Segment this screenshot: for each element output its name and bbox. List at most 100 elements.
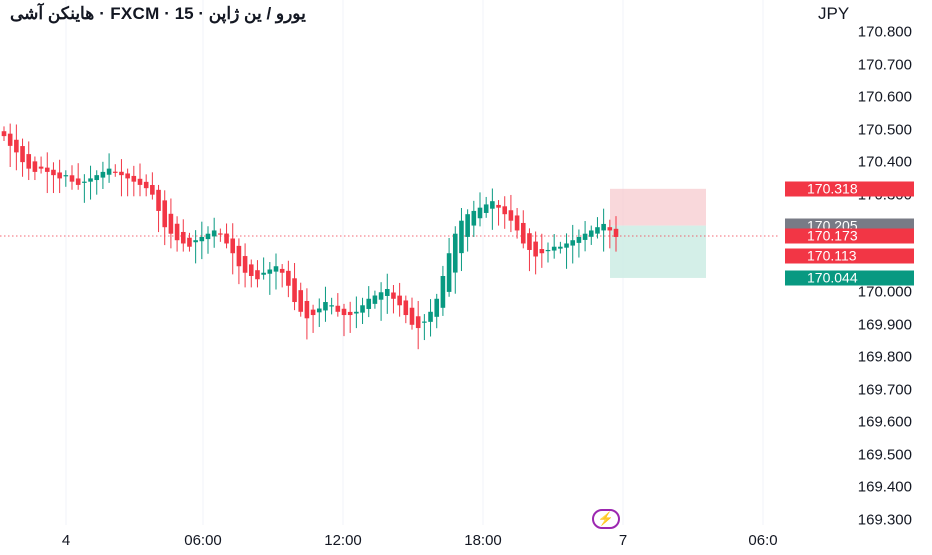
price-axis-label: 170.000 bbox=[857, 283, 912, 301]
candle-body bbox=[304, 300, 310, 319]
candle-body bbox=[14, 139, 19, 153]
take-profit-zone bbox=[610, 225, 706, 278]
candle-body bbox=[558, 246, 563, 249]
candle-body bbox=[391, 292, 396, 299]
candle-body bbox=[88, 178, 93, 182]
lightning-icon[interactable]: ⚡ bbox=[592, 509, 620, 529]
candle-body bbox=[428, 311, 433, 322]
candle-body bbox=[298, 290, 304, 312]
candle-body bbox=[218, 233, 223, 235]
candle-body bbox=[354, 311, 359, 314]
candle-body bbox=[119, 171, 124, 176]
candle-body bbox=[415, 316, 421, 329]
candle-body bbox=[465, 214, 470, 237]
candle-body bbox=[440, 276, 446, 308]
candle-body bbox=[94, 175, 100, 181]
time-axis-label: 7 bbox=[618, 532, 628, 549]
candle-body bbox=[279, 268, 285, 273]
candle-body bbox=[242, 256, 248, 273]
price-axis-label: 170.600 bbox=[857, 88, 912, 106]
candle-body bbox=[75, 178, 81, 185]
candle-body bbox=[57, 172, 62, 179]
candle-body bbox=[248, 264, 254, 276]
price-axis-label: 170.400 bbox=[857, 153, 912, 171]
candle-body bbox=[236, 245, 242, 267]
candle-body bbox=[477, 207, 483, 219]
candle-body bbox=[286, 270, 291, 286]
chart-title: یورو / ین ژاپن · 15 · FXCM · هاینکن آشی bbox=[10, 4, 306, 23]
candle-body bbox=[360, 305, 365, 313]
candle-body bbox=[193, 240, 198, 243]
candle-body bbox=[409, 307, 415, 325]
candle-body bbox=[230, 238, 236, 254]
candle-body bbox=[316, 308, 322, 313]
candle-body bbox=[51, 169, 56, 176]
price-axis-label: 170.500 bbox=[857, 121, 912, 139]
candle-body bbox=[292, 278, 297, 303]
candle-body bbox=[422, 321, 427, 323]
candle-body bbox=[125, 173, 130, 179]
candle-body bbox=[434, 298, 440, 317]
candle-body bbox=[273, 266, 279, 272]
candle-body bbox=[7, 133, 13, 146]
candle-body bbox=[496, 204, 501, 208]
candle-body bbox=[205, 233, 211, 240]
candle-body bbox=[168, 213, 174, 234]
candle-body bbox=[131, 175, 137, 182]
candle-body bbox=[323, 302, 328, 311]
candle-body bbox=[44, 167, 50, 172]
stop-loss-zone bbox=[610, 188, 706, 226]
candle-body bbox=[82, 181, 87, 183]
candle-body bbox=[199, 236, 205, 242]
time-axis-label: 18:00 bbox=[464, 532, 502, 549]
candle-body bbox=[403, 300, 409, 316]
candle-body bbox=[446, 253, 452, 292]
candle-body bbox=[551, 246, 557, 251]
candle-body bbox=[156, 189, 161, 211]
price-axis-label: 169.700 bbox=[857, 381, 912, 399]
candle-body bbox=[38, 166, 44, 169]
candle-body bbox=[372, 295, 378, 304]
candle-body bbox=[545, 249, 551, 252]
candle-body bbox=[310, 309, 316, 316]
price-axis-label: 169.400 bbox=[857, 478, 912, 496]
candle-body bbox=[180, 231, 186, 244]
candle-body bbox=[106, 168, 112, 175]
candle-body bbox=[187, 237, 192, 247]
candle-body bbox=[533, 241, 538, 257]
candle-body bbox=[613, 228, 619, 237]
candle-body bbox=[471, 210, 477, 226]
candle-body bbox=[459, 220, 464, 254]
candle-body bbox=[341, 308, 347, 316]
candle-body bbox=[143, 181, 149, 189]
candle-body bbox=[564, 243, 569, 248]
candle-body bbox=[527, 233, 532, 250]
candle-body bbox=[570, 240, 576, 246]
candle-body bbox=[267, 269, 273, 274]
candle-body bbox=[520, 222, 526, 244]
candle-body bbox=[595, 227, 600, 234]
candle-body bbox=[150, 185, 155, 195]
currency-label: JPY bbox=[818, 4, 850, 23]
candle-body bbox=[539, 249, 545, 254]
price-tag: 170.113 bbox=[785, 248, 914, 263]
candle-body bbox=[112, 171, 118, 173]
candle-body bbox=[490, 201, 495, 209]
candle-body bbox=[347, 311, 353, 316]
time-axis-label: 06:00 bbox=[184, 532, 222, 549]
price-axis-label: 170.800 bbox=[857, 23, 912, 41]
candle-body bbox=[1, 131, 7, 137]
candle-body bbox=[452, 233, 458, 273]
price-axis-label: 169.900 bbox=[857, 316, 912, 334]
price-axis-label: 169.500 bbox=[857, 446, 912, 464]
price-axis-label: 169.600 bbox=[857, 413, 912, 431]
candle-body bbox=[384, 289, 390, 296]
candle-body bbox=[174, 223, 180, 241]
price-tag: 170.173 bbox=[785, 228, 914, 244]
price-axis-label: 170.700 bbox=[857, 56, 912, 74]
candle-body bbox=[378, 292, 384, 300]
candle-body bbox=[162, 200, 168, 228]
candle-body bbox=[100, 171, 106, 178]
